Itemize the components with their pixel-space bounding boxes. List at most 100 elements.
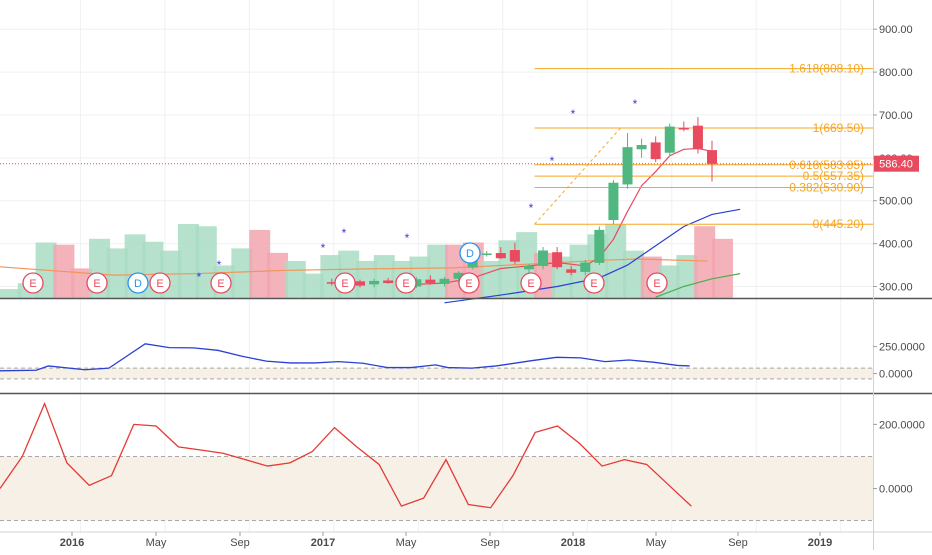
earnings-marker	[334, 272, 356, 294]
candle-up	[523, 265, 534, 270]
fib-level-label: 0.382(530.90)	[789, 180, 864, 194]
earnings-marker-label: E	[653, 278, 660, 290]
earnings-marker	[520, 272, 542, 294]
signal-star: *	[550, 154, 555, 168]
time-axis-label: Sep	[480, 537, 500, 549]
indicator-bands	[0, 367, 873, 522]
time-axis-label: May	[646, 537, 667, 549]
volume-bars	[0, 224, 733, 298]
dividend-marker-label: D	[466, 248, 474, 260]
candle-down	[326, 282, 337, 284]
candle-down	[383, 280, 394, 284]
price-axis[interactable]: 300.00400.00500.00600.00700.00800.00900.…	[873, 24, 925, 496]
candle-up	[636, 144, 647, 150]
earnings-marker-label: E	[465, 278, 472, 290]
volume-bar	[0, 289, 21, 298]
candle-up	[622, 147, 633, 185]
candle-up	[538, 250, 549, 266]
event-markers[interactable]: E E D E E E E D E E E E	[22, 242, 668, 294]
candle-down	[678, 127, 689, 130]
volume-bar	[427, 244, 449, 298]
volume-bar	[71, 268, 93, 298]
signal-star: *	[571, 107, 576, 121]
candlesticks[interactable]	[326, 117, 717, 290]
last-price-text: 586.40	[879, 159, 913, 171]
earnings-marker	[210, 272, 232, 294]
earnings-marker-label: E	[93, 278, 100, 290]
time-axis-label: May	[396, 537, 417, 549]
indicator-2-axis-label: 0.0000	[879, 484, 913, 496]
last-price-label: 586.40	[874, 155, 919, 172]
volume-bar	[623, 250, 644, 298]
indicator-2-band	[0, 456, 873, 521]
signal-star: *	[342, 226, 347, 240]
candle-down	[495, 253, 506, 259]
volume-bar	[302, 273, 324, 298]
earnings-marker-label: E	[590, 278, 597, 290]
earnings-marker	[22, 272, 44, 294]
earnings-marker	[646, 272, 668, 294]
earnings-marker-label: E	[217, 278, 224, 290]
indicator-2-line	[0, 401, 692, 509]
ma-long-line	[444, 208, 741, 304]
fib-level-label: 0.618(583.85)	[789, 158, 864, 172]
signal-star: *	[217, 258, 222, 272]
indicator-1-axis-label: 0.0000	[879, 369, 913, 381]
earnings-marker-label: E	[527, 278, 534, 290]
time-axis-label: Sep	[728, 537, 748, 549]
earnings-marker	[583, 272, 605, 294]
dividend-marker	[127, 272, 149, 294]
signal-star: *	[633, 97, 638, 111]
ma-green-line	[655, 273, 741, 298]
indicator-2-polyline	[0, 401, 692, 509]
indicator-1-axis-label: 250.0000	[879, 342, 925, 354]
signal-star: *	[197, 270, 202, 284]
candle-up	[439, 278, 450, 284]
earnings-marker-label: E	[156, 278, 163, 290]
signal-star: *	[529, 201, 534, 215]
volume-bar	[249, 229, 271, 298]
ma-short-line	[416, 147, 713, 285]
time-axis-label: Sep	[230, 537, 250, 549]
earnings-marker-label: E	[341, 278, 348, 290]
candle-up	[594, 229, 605, 263]
fibonacci-levels[interactable]: 1.618(808.10) 1(669.50) 0.618(583.85)0.5(5…	[534, 62, 873, 232]
fib-level-label: 0.5(557.35)	[803, 169, 864, 183]
time-axis-label: 2017	[311, 537, 335, 549]
price-axis-label: 800.00	[879, 67, 913, 79]
fib-level-label: 0(445.20)	[813, 217, 864, 231]
dividend-marker-label: D	[134, 278, 142, 290]
candle-down	[425, 279, 436, 284]
candle-up	[481, 253, 492, 255]
fib-level-label: 1(669.50)	[813, 121, 864, 135]
indicator-1-line	[0, 343, 690, 372]
earnings-marker	[458, 272, 480, 294]
candle-down	[509, 250, 520, 262]
indicator-1-polyline	[0, 343, 690, 372]
volume-bar	[712, 238, 733, 298]
volume-bar	[694, 226, 716, 298]
price-axis-label: 400.00	[879, 239, 913, 251]
volume-bar	[356, 261, 377, 298]
candle-down	[650, 142, 661, 160]
fib-level-label: 1.618(808.10)	[789, 62, 864, 76]
price-axis-label: 300.00	[879, 282, 913, 294]
price-moving-averages	[416, 147, 741, 304]
volume-bar	[267, 252, 288, 298]
price-axis-label: 500.00	[879, 196, 913, 208]
time-axis-label: May	[146, 537, 167, 549]
time-axis[interactable]: 2016 May Sep 2017 May Sep 2018 May Sep 2019	[60, 532, 832, 549]
earnings-marker	[149, 272, 171, 294]
signal-markers: * * * * * * * * *	[197, 97, 638, 284]
earnings-marker	[86, 272, 108, 294]
earnings-marker-label: E	[29, 278, 36, 290]
last-price-badge	[874, 155, 919, 172]
earnings-marker-label: E	[402, 278, 409, 290]
volume-bar	[106, 248, 128, 298]
candle-down	[552, 252, 563, 268]
price-axis-label: 700.00	[879, 110, 913, 122]
volume-bar	[231, 248, 253, 298]
